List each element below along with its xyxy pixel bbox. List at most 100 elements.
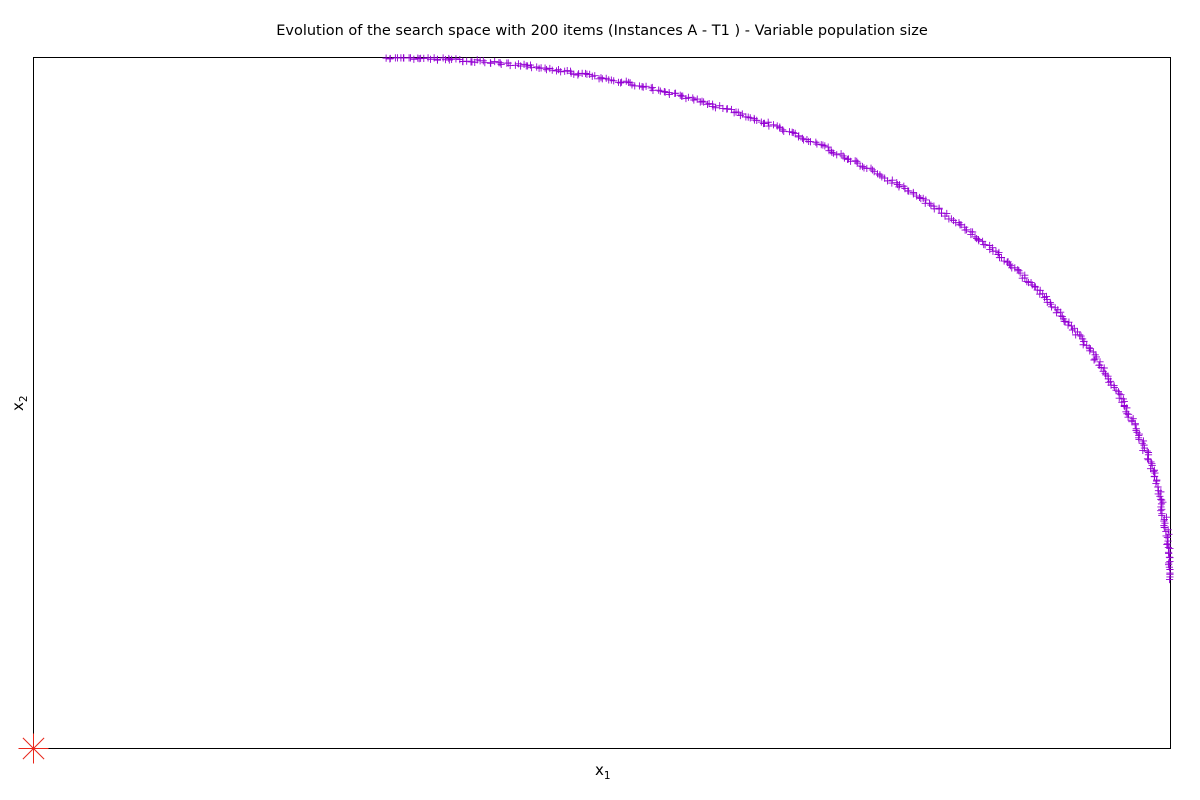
data-point — [661, 88, 669, 96]
data-point — [382, 54, 390, 62]
origin-star-marker — [18, 733, 49, 764]
data-point — [689, 94, 697, 102]
data-point — [445, 54, 453, 63]
data-point — [1099, 367, 1107, 375]
chart-title: Evolution of the search space with 200 i… — [276, 23, 928, 39]
data-point — [757, 118, 765, 126]
data-point — [1164, 543, 1173, 552]
data-point — [533, 63, 541, 71]
data-point — [1042, 292, 1051, 301]
data-point — [1157, 495, 1165, 503]
data-point — [1165, 559, 1173, 567]
data-point — [703, 100, 712, 108]
data-point — [716, 102, 724, 110]
data-point — [1015, 267, 1023, 275]
data-point — [979, 237, 987, 245]
data-point — [821, 142, 829, 150]
data-point — [677, 92, 686, 100]
data-point — [1163, 540, 1171, 549]
data-point — [1073, 328, 1082, 336]
data-point — [917, 194, 925, 203]
data-point — [769, 121, 778, 129]
data-point — [888, 176, 896, 184]
data-point — [1124, 413, 1132, 421]
data-point — [583, 70, 591, 78]
data-point — [424, 54, 432, 62]
data-point — [391, 54, 399, 62]
data-point — [900, 182, 908, 190]
data-point — [1024, 278, 1033, 287]
data-point — [476, 57, 484, 65]
data-point — [995, 248, 1003, 257]
data-point — [430, 54, 438, 62]
data-point — [1100, 364, 1108, 372]
data-point — [1064, 321, 1072, 329]
data-point — [552, 67, 561, 75]
data-point — [514, 60, 523, 68]
data-point — [1079, 341, 1087, 349]
data-point — [844, 155, 853, 163]
data-point — [1166, 554, 1174, 562]
data-point — [1096, 358, 1104, 366]
data-point — [491, 57, 499, 66]
origin-marker-stroke — [22, 737, 45, 760]
data-point — [1095, 361, 1104, 369]
data-point — [893, 180, 901, 189]
data-point — [1164, 537, 1172, 545]
data-point — [837, 150, 845, 158]
data-point — [1132, 425, 1140, 433]
data-point — [1162, 513, 1171, 521]
x-axis-label-main: x — [595, 761, 604, 779]
data-point — [526, 61, 535, 69]
data-point — [742, 113, 750, 121]
data-point — [495, 59, 503, 67]
data-point — [1158, 496, 1166, 504]
data-point — [1146, 465, 1155, 473]
data-point — [1143, 455, 1152, 463]
data-point — [622, 77, 630, 85]
data-point — [1089, 348, 1097, 356]
data-point — [414, 54, 422, 62]
data-point — [812, 138, 820, 146]
data-point — [452, 55, 460, 63]
data-point — [1077, 332, 1085, 340]
data-point — [773, 122, 781, 130]
x-axis-label: x1 — [595, 761, 611, 782]
data-point — [868, 166, 877, 174]
data-point — [1058, 312, 1066, 321]
data-point — [921, 199, 929, 207]
data-point — [967, 228, 975, 236]
data-point — [1083, 342, 1091, 350]
data-point — [1105, 378, 1113, 386]
data-point — [799, 136, 808, 144]
data-point — [732, 108, 740, 116]
data-point — [1133, 428, 1141, 436]
data-point — [386, 55, 394, 63]
data-point — [574, 71, 582, 79]
data-point — [1164, 526, 1172, 534]
data-point — [1166, 544, 1174, 553]
data-point — [639, 83, 647, 91]
data-point — [1065, 318, 1073, 326]
data-point — [671, 89, 679, 98]
data-point — [930, 202, 938, 210]
y-axis-label-main: x — [9, 402, 27, 411]
data-point — [791, 129, 799, 137]
data-point — [1140, 441, 1148, 449]
data-point — [1047, 300, 1055, 308]
data-point — [614, 78, 623, 86]
data-point — [909, 188, 917, 197]
data-point — [456, 56, 464, 64]
data-point — [1165, 553, 1174, 561]
data-point — [1102, 371, 1110, 379]
data-point — [825, 147, 833, 155]
y-axis-label: x2 — [9, 395, 30, 411]
data-point — [542, 66, 551, 74]
data-point — [1014, 265, 1022, 274]
data-point — [1067, 322, 1076, 330]
data-point — [481, 59, 489, 67]
data-point — [1144, 448, 1153, 457]
data-point — [1021, 271, 1029, 279]
